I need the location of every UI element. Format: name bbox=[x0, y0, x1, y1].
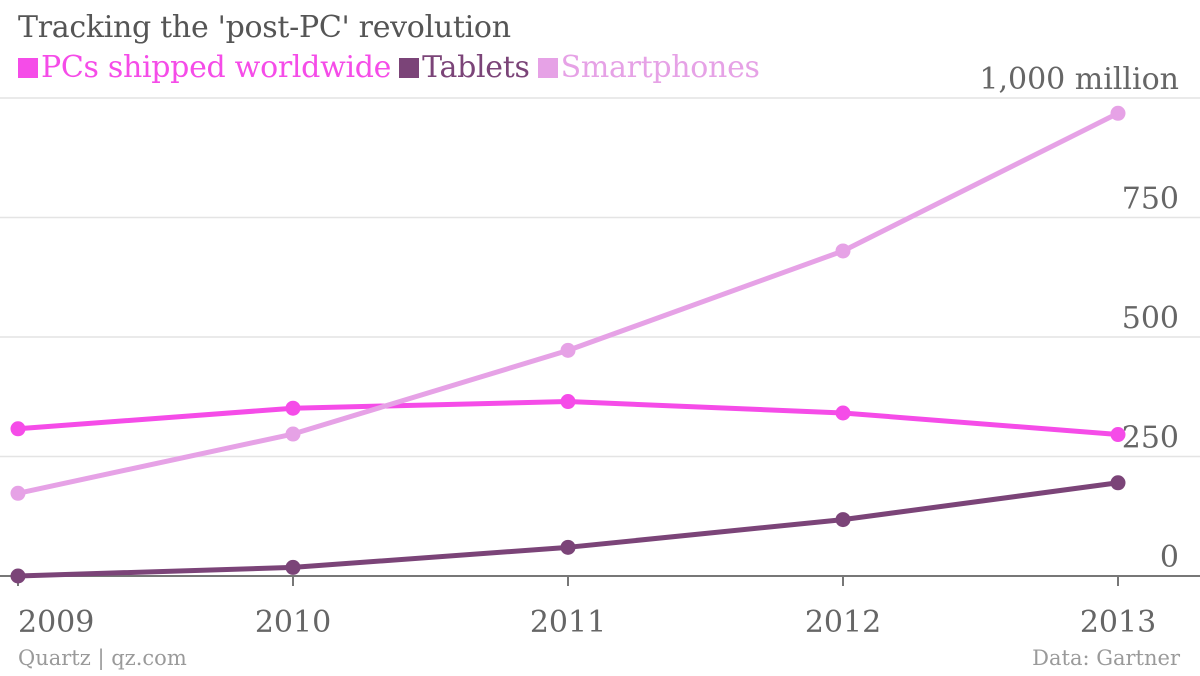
chart-legend: PCs shipped worldwide Tablets Smartphone… bbox=[18, 50, 768, 85]
data-point bbox=[10, 485, 26, 501]
data-point bbox=[560, 539, 576, 555]
data-point bbox=[285, 426, 301, 442]
data-point bbox=[285, 400, 301, 416]
y-tick-label: 1,000 million bbox=[979, 62, 1179, 97]
footer-source-right: Data: Gartner bbox=[1032, 646, 1180, 670]
data-point bbox=[1110, 427, 1126, 443]
x-tick-label: 2009 bbox=[18, 605, 94, 640]
legend-item-tablets: Tablets bbox=[399, 50, 530, 85]
x-tick-label: 2010 bbox=[255, 605, 331, 640]
legend-swatch-smartphones bbox=[537, 57, 558, 78]
legend-label-tablets: Tablets bbox=[422, 50, 530, 85]
y-tick-label: 0 bbox=[1160, 540, 1179, 575]
data-point bbox=[10, 568, 26, 584]
x-tick-label: 2012 bbox=[805, 605, 881, 640]
legend-label-pcs: PCs shipped worldwide bbox=[41, 50, 392, 85]
data-point bbox=[10, 421, 26, 437]
series-line bbox=[15, 110, 1121, 496]
legend-label-smartphones: Smartphones bbox=[560, 50, 760, 85]
data-point bbox=[835, 243, 851, 259]
data-point bbox=[835, 512, 851, 528]
legend-swatch-pcs bbox=[18, 57, 38, 78]
data-point bbox=[560, 342, 576, 358]
data-point bbox=[1110, 475, 1126, 491]
data-point bbox=[835, 405, 851, 421]
data-point bbox=[285, 559, 301, 575]
legend-item-smartphones: Smartphones bbox=[537, 50, 760, 85]
y-tick-label: 250 bbox=[1122, 421, 1179, 456]
chart-title: Tracking the 'post-PC' revolution bbox=[18, 10, 511, 45]
x-tick-label: 2013 bbox=[1080, 605, 1156, 640]
y-tick-label: 750 bbox=[1122, 182, 1179, 217]
data-point bbox=[560, 394, 576, 410]
legend-item-pcs: PCs shipped worldwide bbox=[18, 50, 391, 85]
x-tick-label: 2011 bbox=[530, 605, 606, 640]
legend-swatch-tablets bbox=[399, 57, 420, 78]
series-line bbox=[15, 480, 1121, 579]
footer-source-left: Quartz | qz.com bbox=[18, 646, 187, 670]
data-point bbox=[1110, 105, 1126, 121]
y-tick-label: 500 bbox=[1122, 301, 1179, 336]
